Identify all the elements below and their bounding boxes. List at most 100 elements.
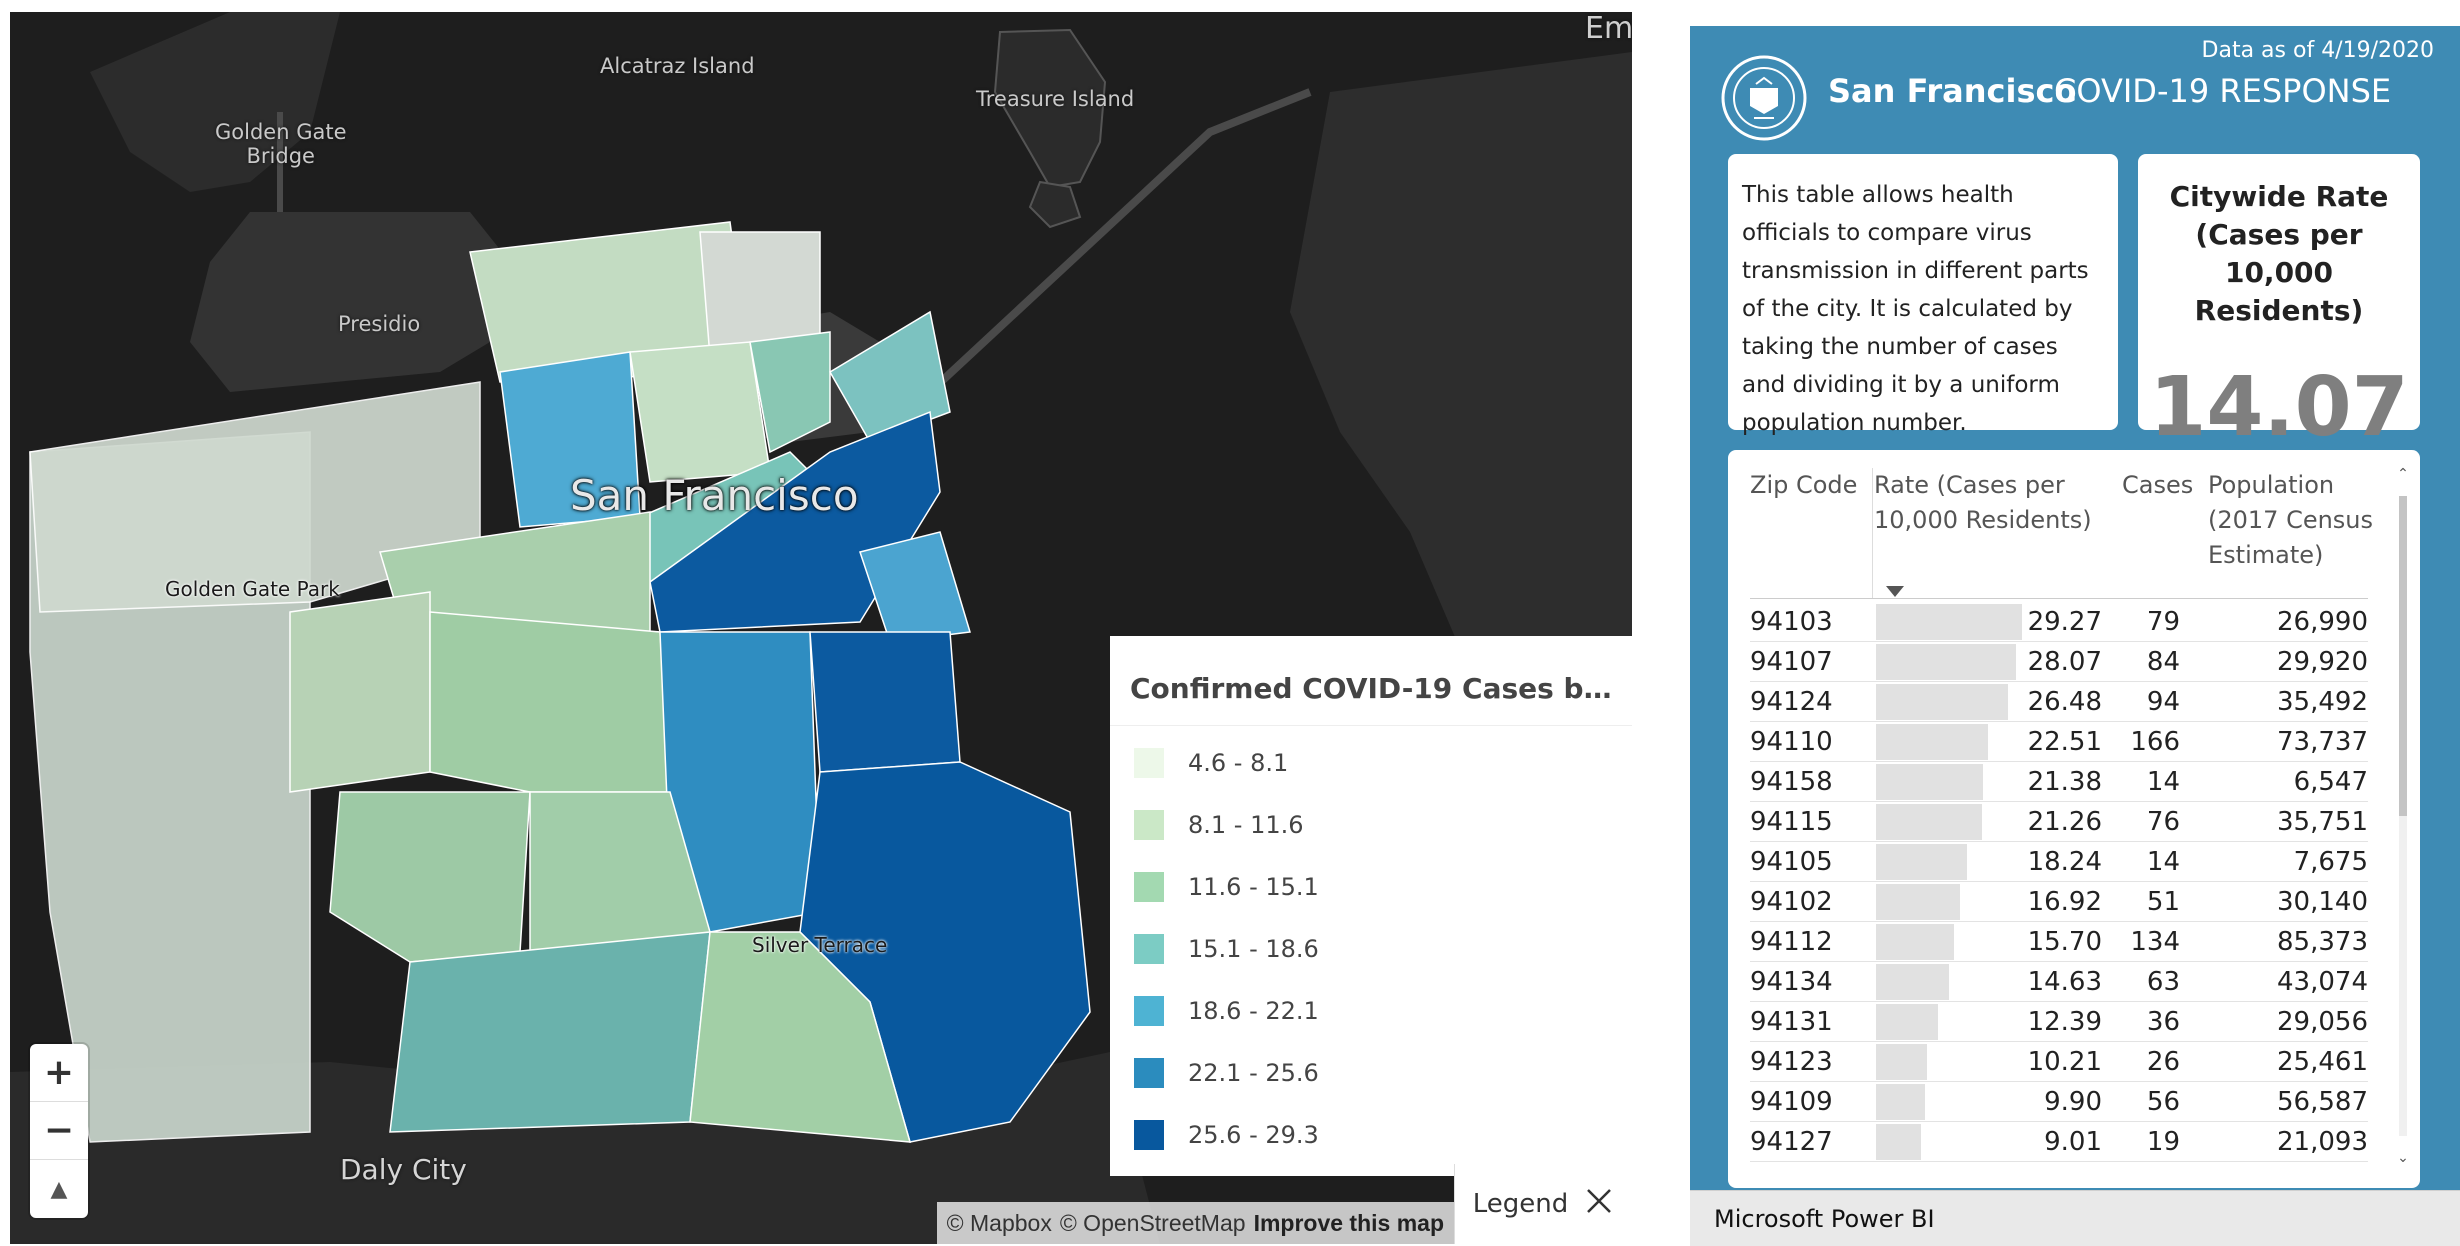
population-cell: 56,587 xyxy=(2277,1087,2368,1117)
table-row[interactable]: 94124 26.48 94 35,492 xyxy=(1750,682,2368,722)
rate-databar xyxy=(1876,1004,1938,1040)
population-cell: 85,373 xyxy=(2277,927,2368,957)
zip-financial xyxy=(828,310,951,443)
table-scrollbar[interactable]: ⌃ ⌄ xyxy=(2396,466,2410,1166)
cases-cell: 14 xyxy=(2146,767,2180,797)
legend-label: 22.1 - 25.6 xyxy=(1188,1059,1319,1087)
cases-cell: 166 xyxy=(2130,727,2180,757)
response-title: COVID-19 RESPONSE xyxy=(2054,72,2392,110)
table-row[interactable]: 94131 12.39 36 29,056 xyxy=(1750,1002,2368,1042)
rate-cell: 15.70 xyxy=(2027,927,2102,957)
zip-cell: 94158 xyxy=(1750,767,1833,797)
zip-twin-peaks xyxy=(329,791,531,963)
zoom-out-button[interactable]: − xyxy=(30,1102,88,1160)
compass-button[interactable]: ▲ xyxy=(30,1160,88,1218)
table-row[interactable]: 94112 15.70 134 85,373 xyxy=(1750,922,2368,962)
scroll-thumb[interactable] xyxy=(2399,496,2407,816)
population-cell: 35,751 xyxy=(2277,807,2368,837)
legend-label: 18.6 - 22.1 xyxy=(1188,997,1319,1025)
column-header-rate[interactable]: Rate (Cases per 10,000 Residents) xyxy=(1874,471,2092,534)
yerba-buena xyxy=(1028,180,1082,229)
legend-swatch xyxy=(1134,996,1164,1026)
table-row[interactable]: 94158 21.38 14 6,547 xyxy=(1750,762,2368,802)
table-row[interactable]: 94107 28.07 84 29,920 xyxy=(1750,642,2368,682)
cases-cell: 134 xyxy=(2130,927,2180,957)
table-row[interactable]: 94103 29.27 79 26,990 xyxy=(1750,602,2368,642)
column-divider xyxy=(1872,468,1873,598)
silver-terrace-label: Silver Terrace xyxy=(752,933,888,957)
legend-title: Confirmed COVID-19 Cases by ZIP... xyxy=(1110,636,1632,726)
rate-databar xyxy=(1876,884,1960,920)
legend-swatch xyxy=(1134,1058,1164,1088)
table-row[interactable]: 94115 21.26 76 35,751 xyxy=(1750,802,2368,842)
legend-item: 4.6 - 8.1 xyxy=(1110,732,1632,794)
scroll-up-icon[interactable]: ⌃ xyxy=(2397,466,2409,482)
cases-cell: 19 xyxy=(2146,1127,2180,1157)
population-cell: 30,140 xyxy=(2277,887,2368,917)
mapbox-attribution-link[interactable]: © Mapbox xyxy=(946,1209,1052,1236)
zip-cell: 94105 xyxy=(1750,847,1833,877)
column-header-cases[interactable]: Cases xyxy=(2122,471,2194,499)
treasure-island xyxy=(993,28,1107,189)
table-row[interactable]: 94123 10.21 26 25,461 xyxy=(1750,1042,2368,1082)
legend-swatch xyxy=(1134,1120,1164,1150)
rate-cell: 22.51 xyxy=(2027,727,2102,757)
choropleth-map[interactable]: Alcatraz Island Golden Gate Bridge Treas… xyxy=(10,12,1632,1244)
table-row[interactable]: 94105 18.24 14 7,675 xyxy=(1750,842,2368,882)
cases-cell: 14 xyxy=(2146,847,2180,877)
description-card: This table allows health officials to co… xyxy=(1728,154,2118,436)
legend-toggle-button[interactable]: Legend xyxy=(1454,1164,1632,1244)
table-row[interactable]: 94127 9.01 19 21,093 xyxy=(1750,1122,2368,1162)
table-row[interactable]: 94110 22.51 166 73,737 xyxy=(1750,722,2368,762)
powerbi-footer: Microsoft Power BI xyxy=(1690,1190,2460,1246)
rate-databar xyxy=(1876,804,1982,840)
close-icon xyxy=(1584,1186,1614,1223)
rate-databar xyxy=(1876,684,2008,720)
table-row[interactable]: 94134 14.63 63 43,074 xyxy=(1750,962,2368,1002)
cases-cell: 79 xyxy=(2146,607,2180,637)
rate-cell: 29.27 xyxy=(2027,607,2102,637)
cases-cell: 94 xyxy=(2146,687,2180,717)
population-cell: 7,675 xyxy=(2293,847,2368,877)
population-cell: 43,074 xyxy=(2277,967,2368,997)
population-cell: 73,737 xyxy=(2277,727,2368,757)
column-header-population[interactable]: Population (2017 Census Estimate) xyxy=(2208,471,2374,569)
legend-toggle-label: Legend xyxy=(1472,1189,1569,1219)
zip-russian-hill xyxy=(629,341,771,483)
zip-potrero xyxy=(809,631,961,773)
scroll-down-icon[interactable]: ⌄ xyxy=(2397,1150,2409,1166)
rate-databar xyxy=(1876,644,2016,680)
zip-cell: 94127 xyxy=(1750,1127,1833,1157)
rate-databar xyxy=(1876,604,2022,640)
population-cell: 29,056 xyxy=(2277,1007,2368,1037)
column-header-zip[interactable]: Zip Code xyxy=(1750,471,1858,499)
scroll-track[interactable] xyxy=(2399,496,2407,1136)
table-body[interactable]: 94103 29.27 79 26,990 94107 28.07 84 29,920 9412… xyxy=(1750,602,2368,1162)
legend-item: 11.6 - 15.1 xyxy=(1110,856,1632,918)
legend-item: 25.6 - 29.3 xyxy=(1110,1104,1632,1166)
zoom-in-button[interactable]: + xyxy=(30,1044,88,1102)
golden-gate-bridge-label-text: Golden Gate Bridge xyxy=(215,120,347,169)
population-cell: 35,492 xyxy=(2277,687,2368,717)
powerbi-brand-link[interactable]: Microsoft Power BI xyxy=(1714,1205,1935,1233)
cases-cell: 56 xyxy=(2146,1087,2180,1117)
table-row[interactable]: 94102 16.92 51 30,140 xyxy=(1750,882,2368,922)
map-canvas[interactable] xyxy=(10,12,1632,1244)
zip-cell: 94112 xyxy=(1750,927,1833,957)
zip-cell: 94107 xyxy=(1750,647,1833,677)
legend-item: 8.1 - 11.6 xyxy=(1110,794,1632,856)
zip-cell: 94109 xyxy=(1750,1087,1833,1117)
city-seal-icon xyxy=(1720,54,1808,142)
rate-cell: 18.24 xyxy=(2027,847,2102,877)
improve-map-link[interactable]: Improve this map xyxy=(1253,1209,1444,1236)
sort-descending-icon[interactable] xyxy=(1886,586,1904,597)
population-cell: 21,093 xyxy=(2277,1127,2368,1157)
table-row[interactable]: 94109 9.90 56 56,587 xyxy=(1750,1082,2368,1122)
osm-attribution-link[interactable]: © OpenStreetMap xyxy=(1059,1209,1246,1236)
legend-swatch xyxy=(1134,934,1164,964)
rate-cell: 10.21 xyxy=(2027,1047,2102,1077)
population-cell: 26,990 xyxy=(2277,607,2368,637)
zip-cell: 94123 xyxy=(1750,1047,1833,1077)
cases-cell: 84 xyxy=(2146,647,2180,677)
daly-city-label: Daly City xyxy=(340,1153,467,1186)
